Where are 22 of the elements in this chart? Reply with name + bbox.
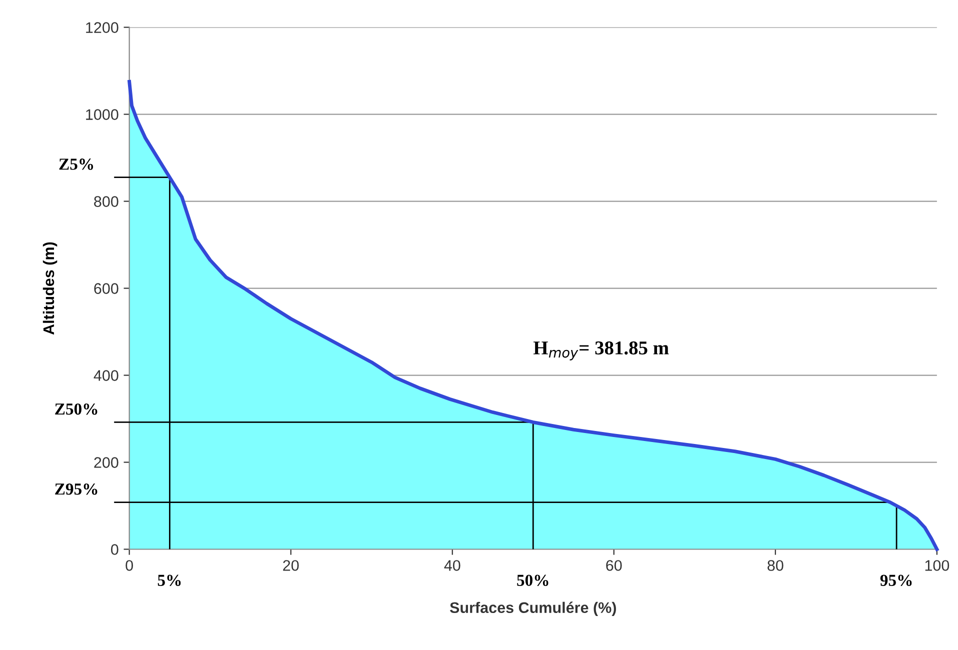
ref-line-label: 95% (880, 574, 912, 586)
ref-line-label: 50% (517, 574, 548, 586)
y-tick-label: 800 (94, 196, 118, 207)
x-axis-title: Surfaces Cumulére (%) (450, 602, 616, 616)
y-tick-label: 0 (111, 544, 118, 555)
x-tick-label: 0 (126, 560, 133, 571)
ref-line-label: Z5% (59, 158, 94, 170)
ref-line-label: 5% (158, 574, 181, 586)
y-tick-label: 400 (94, 370, 118, 381)
x-tick-label: 80 (768, 560, 784, 571)
x-tick-label: 20 (283, 560, 299, 571)
annotation: H$_{moy}$= 381.85 m (533, 341, 669, 360)
y-tick-label: 600 (94, 283, 118, 294)
ref-line-label: Z95% (55, 483, 98, 495)
y-tick-label: 200 (94, 457, 118, 468)
ref-line-label: Z50% (55, 403, 98, 415)
x-tick-label: 100 (925, 560, 950, 571)
x-tick-label: 60 (606, 560, 622, 571)
y-tick-label: 1200 (86, 22, 118, 33)
y-tick-label: 1000 (86, 109, 118, 120)
y-axis-title: Altitudes (m) (42, 242, 58, 335)
x-tick-label: 40 (444, 560, 460, 571)
